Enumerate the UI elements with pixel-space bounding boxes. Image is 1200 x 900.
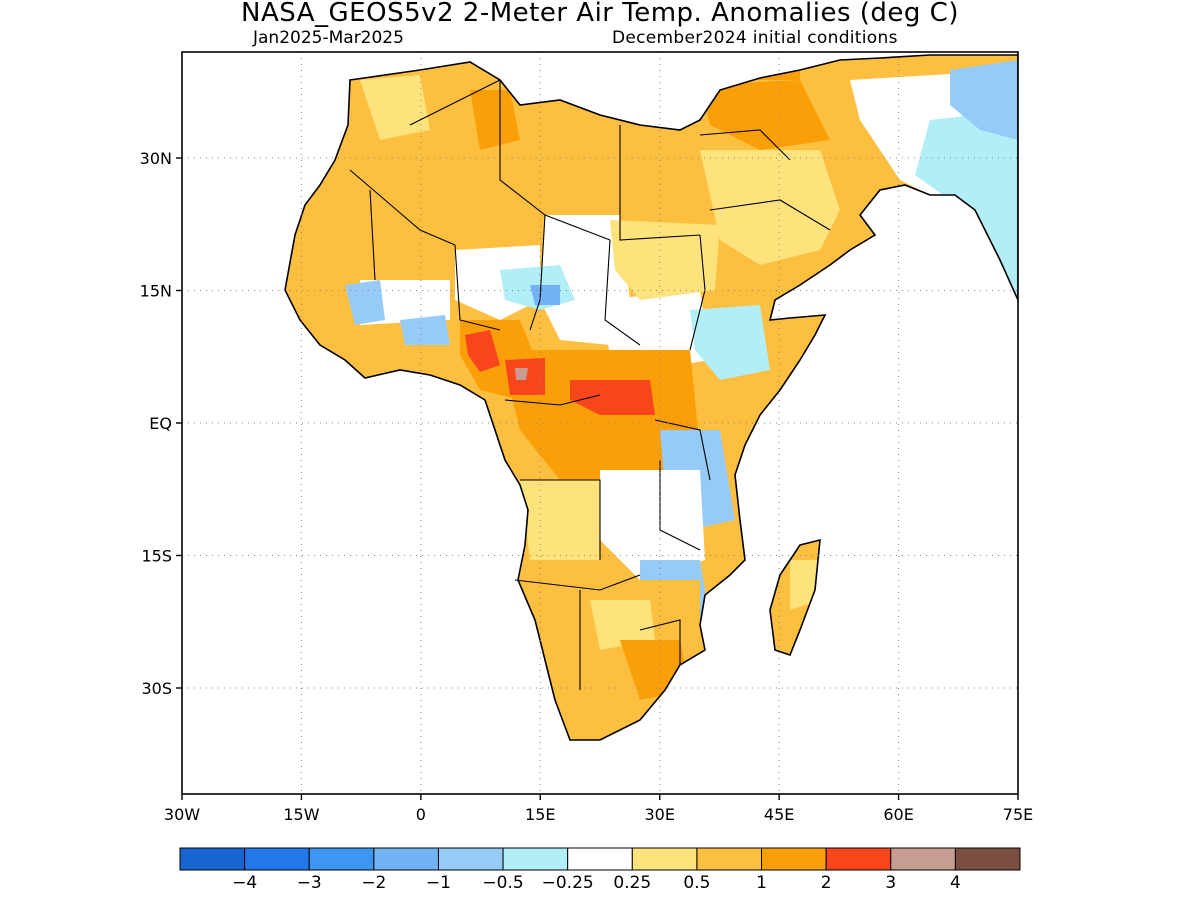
y-axis: 30N 15N EQ 15S 30S <box>140 149 182 698</box>
y-tick-label: EQ <box>149 414 172 433</box>
colorbar-swatch <box>890 847 956 871</box>
map-title: NASA_GEOS5v2 2-Meter Air Temp. Anomalies… <box>241 0 959 28</box>
y-tick-label: 30N <box>140 149 172 168</box>
x-tick-label: 15W <box>283 805 319 824</box>
colorbar-swatch <box>631 847 698 871</box>
y-tick-label: 30S <box>141 679 172 698</box>
forecast-period: Jan2025-Mar2025 <box>253 28 404 48</box>
colorbar-label: −2 <box>361 873 386 893</box>
colorbar-label: −3 <box>297 873 322 893</box>
colorbar-label: 0.5 <box>683 873 710 893</box>
colorbar-swatch <box>179 847 246 871</box>
colorbar-label: −1 <box>426 873 451 893</box>
colorbar-label: −4 <box>232 873 257 893</box>
colorbar-label: −0.25 <box>542 873 594 893</box>
colorbar-swatch <box>437 847 504 871</box>
initial-conditions: December2024 initial conditions <box>612 28 898 48</box>
x-axis: 30W 15W 0 15E 30E 45E 60E 75E <box>164 794 1033 824</box>
colorbar-swatch <box>825 847 892 871</box>
colorbar-label: 1 <box>756 873 767 893</box>
colorbar-swatch <box>696 847 763 871</box>
colorbar-label: 2 <box>821 873 832 893</box>
colorbar-swatch <box>502 847 569 871</box>
colorbar-swatch <box>308 847 375 871</box>
x-tick-label: 15E <box>525 805 555 824</box>
colorbar: −4 −3 −2 −1 −0.5 −0.25 0.25 0.5 1 2 3 4 <box>179 847 1021 893</box>
country-borders <box>349 79 831 690</box>
coastlines <box>284 54 1018 741</box>
colorbar-swatch <box>244 847 310 871</box>
colorbar-label: 0.25 <box>613 873 651 893</box>
y-tick-label: 15N <box>140 282 172 301</box>
colorbar-label: 3 <box>885 873 896 893</box>
gridlines <box>182 52 1018 794</box>
colorbar-label: −0.5 <box>482 873 523 893</box>
x-tick-label: 0 <box>416 805 426 824</box>
x-tick-label: 30W <box>164 805 200 824</box>
x-tick-label: 30E <box>644 805 674 824</box>
colorbar-label: 4 <box>950 873 961 893</box>
colorbar-swatch <box>761 847 827 871</box>
colorbar-swatch <box>954 847 1021 871</box>
y-tick-label: 15S <box>141 547 172 566</box>
x-tick-label: 75E <box>1003 805 1033 824</box>
x-tick-label: 45E <box>764 805 794 824</box>
x-tick-label: 60E <box>883 805 913 824</box>
colorbar-swatch <box>567 847 633 871</box>
colorbar-swatch <box>373 847 439 871</box>
